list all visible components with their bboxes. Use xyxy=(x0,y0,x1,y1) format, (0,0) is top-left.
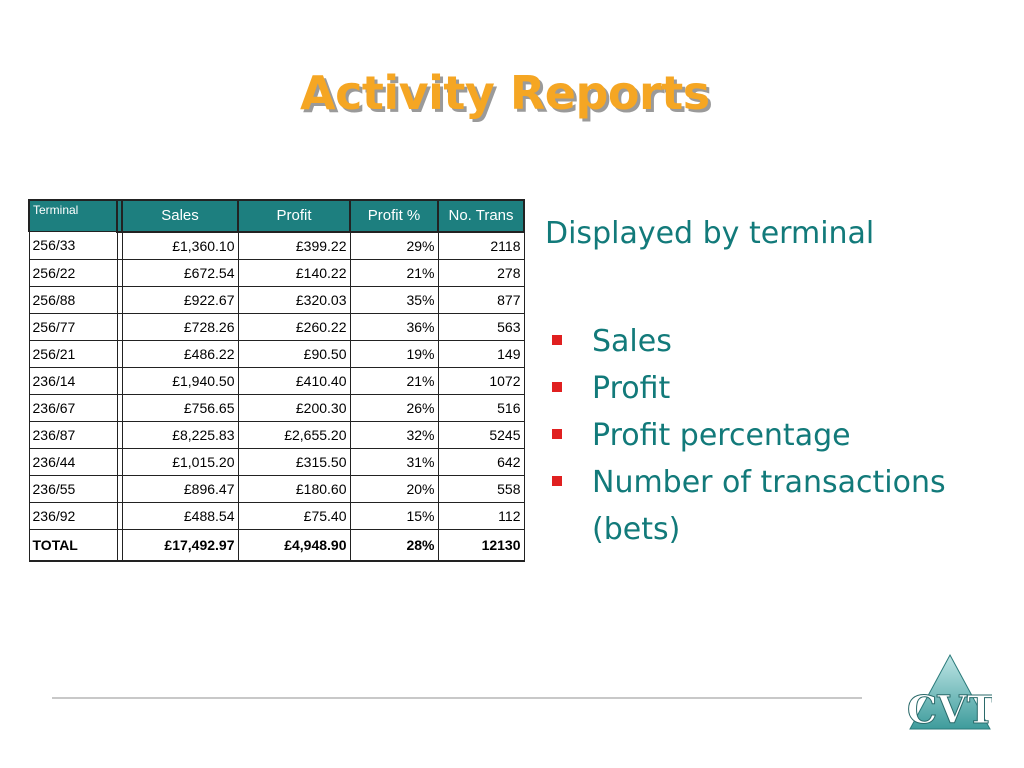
cell-profit: £2,655.20 xyxy=(237,420,351,449)
cell-profit-pct: 15% xyxy=(349,501,439,530)
table-row: 236/92 £488.54 £75.40 15% 112 xyxy=(28,501,525,530)
square-bullet-icon xyxy=(552,429,562,439)
cell-terminal: 256/22 xyxy=(28,258,118,287)
cell-terminal: 236/67 xyxy=(28,393,118,422)
cell-terminal: 236/87 xyxy=(28,420,118,449)
cell-terminal: 236/55 xyxy=(28,474,118,503)
cell-profit: £180.60 xyxy=(237,474,351,503)
cell-terminal: 236/92 xyxy=(28,501,118,530)
cell-terminal: 256/77 xyxy=(28,312,118,341)
cell-trans: 112 xyxy=(437,501,525,530)
total-sales: £17,492.97 xyxy=(121,528,239,562)
table-header-row: Terminal Sales Profit Profit % No. Trans xyxy=(28,199,525,233)
bullet-item: Number of transactions (bets) xyxy=(552,459,972,553)
square-bullet-icon xyxy=(552,335,562,345)
cell-profit-pct: 21% xyxy=(349,258,439,287)
table-row: 256/77 £728.26 £260.22 36% 563 xyxy=(28,312,525,341)
cvt-logo-icon: CVT xyxy=(908,653,992,731)
bullet-text: Profit percentage xyxy=(592,418,851,453)
bullet-item: Profit percentage xyxy=(552,412,972,459)
header-trans: No. Trans xyxy=(437,199,525,233)
cell-profit-pct: 31% xyxy=(349,447,439,476)
cell-trans: 5245 xyxy=(437,420,525,449)
table-row: 256/22 £672.54 £140.22 21% 278 xyxy=(28,258,525,287)
cell-sales: £8,225.83 xyxy=(121,420,239,449)
cell-profit: £75.40 xyxy=(237,501,351,530)
table-total-row: TOTAL £17,492.97 £4,948.90 28% 12130 xyxy=(28,528,525,562)
table-row: 256/33 £1,360.10 £399.22 29% 2118 xyxy=(28,231,525,260)
cell-profit-pct: 19% xyxy=(349,339,439,368)
header-profit-pct: Profit % xyxy=(349,199,439,233)
cell-profit-pct: 21% xyxy=(349,366,439,395)
bullet-text: Number of transactions (bets) xyxy=(592,465,946,547)
bullet-list: Sales Profit Profit percentage Number of… xyxy=(552,318,972,553)
total-profit-pct: 28% xyxy=(349,528,439,562)
total-terminal: TOTAL xyxy=(28,528,118,562)
activity-report-table: Terminal Sales Profit Profit % No. Trans… xyxy=(28,199,525,562)
table-row: 256/88 £922.67 £320.03 35% 877 xyxy=(28,285,525,314)
footer-divider xyxy=(52,697,862,699)
bullet-item: Sales xyxy=(552,318,972,365)
cell-terminal: 256/33 xyxy=(28,231,118,260)
cell-profit: £90.50 xyxy=(237,339,351,368)
bullet-item: Profit xyxy=(552,365,972,412)
cell-sales: £922.67 xyxy=(121,285,239,314)
cell-sales: £756.65 xyxy=(121,393,239,422)
table-row: 256/21 £486.22 £90.50 19% 149 xyxy=(28,339,525,368)
cell-trans: 642 xyxy=(437,447,525,476)
cell-sales: £1,360.10 xyxy=(121,231,239,260)
cell-trans: 877 xyxy=(437,285,525,314)
cell-profit: £399.22 xyxy=(237,231,351,260)
cell-profit: £260.22 xyxy=(237,312,351,341)
cell-trans: 278 xyxy=(437,258,525,287)
cell-profit-pct: 36% xyxy=(349,312,439,341)
total-trans: 12130 xyxy=(437,528,525,562)
cell-profit-pct: 32% xyxy=(349,420,439,449)
square-bullet-icon xyxy=(552,382,562,392)
cell-sales: £486.22 xyxy=(121,339,239,368)
cell-trans: 2118 xyxy=(437,231,525,260)
cell-terminal: 256/21 xyxy=(28,339,118,368)
cell-profit-pct: 35% xyxy=(349,285,439,314)
total-profit: £4,948.90 xyxy=(237,528,351,562)
table-row: 236/67 £756.65 £200.30 26% 516 xyxy=(28,393,525,422)
cell-trans: 1072 xyxy=(437,366,525,395)
cell-profit-pct: 26% xyxy=(349,393,439,422)
header-terminal: Terminal xyxy=(28,199,118,232)
cell-trans: 516 xyxy=(437,393,525,422)
cell-sales: £672.54 xyxy=(121,258,239,287)
cell-profit: £410.40 xyxy=(237,366,351,395)
bullet-text: Sales xyxy=(592,324,672,359)
cell-profit-pct: 29% xyxy=(349,231,439,260)
cell-trans: 149 xyxy=(437,339,525,368)
cell-sales: £896.47 xyxy=(121,474,239,503)
cell-profit-pct: 20% xyxy=(349,474,439,503)
cell-sales: £1,940.50 xyxy=(121,366,239,395)
table-row: 236/44 £1,015.20 £315.50 31% 642 xyxy=(28,447,525,476)
cell-terminal: 236/14 xyxy=(28,366,118,395)
cell-sales: £488.54 xyxy=(121,501,239,530)
cell-trans: 563 xyxy=(437,312,525,341)
cell-sales: £1,015.20 xyxy=(121,447,239,476)
table-row: 236/55 £896.47 £180.60 20% 558 xyxy=(28,474,525,503)
cell-profit: £320.03 xyxy=(237,285,351,314)
cell-profit: £140.22 xyxy=(237,258,351,287)
slide-title: Activity Reports xyxy=(300,66,710,120)
cell-sales: £728.26 xyxy=(121,312,239,341)
cell-terminal: 236/44 xyxy=(28,447,118,476)
cell-profit: £315.50 xyxy=(237,447,351,476)
header-profit: Profit xyxy=(237,199,351,233)
bullet-text: Profit xyxy=(592,371,671,406)
header-sales: Sales xyxy=(121,199,239,233)
square-bullet-icon xyxy=(552,476,562,486)
cell-profit: £200.30 xyxy=(237,393,351,422)
cell-terminal: 256/88 xyxy=(28,285,118,314)
cell-trans: 558 xyxy=(437,474,525,503)
slide-subtitle: Displayed by terminal xyxy=(545,216,875,251)
table-row: 236/14 £1,940.50 £410.40 21% 1072 xyxy=(28,366,525,395)
table-row: 236/87 £8,225.83 £2,655.20 32% 5245 xyxy=(28,420,525,449)
logo-text: CVT xyxy=(908,687,992,731)
